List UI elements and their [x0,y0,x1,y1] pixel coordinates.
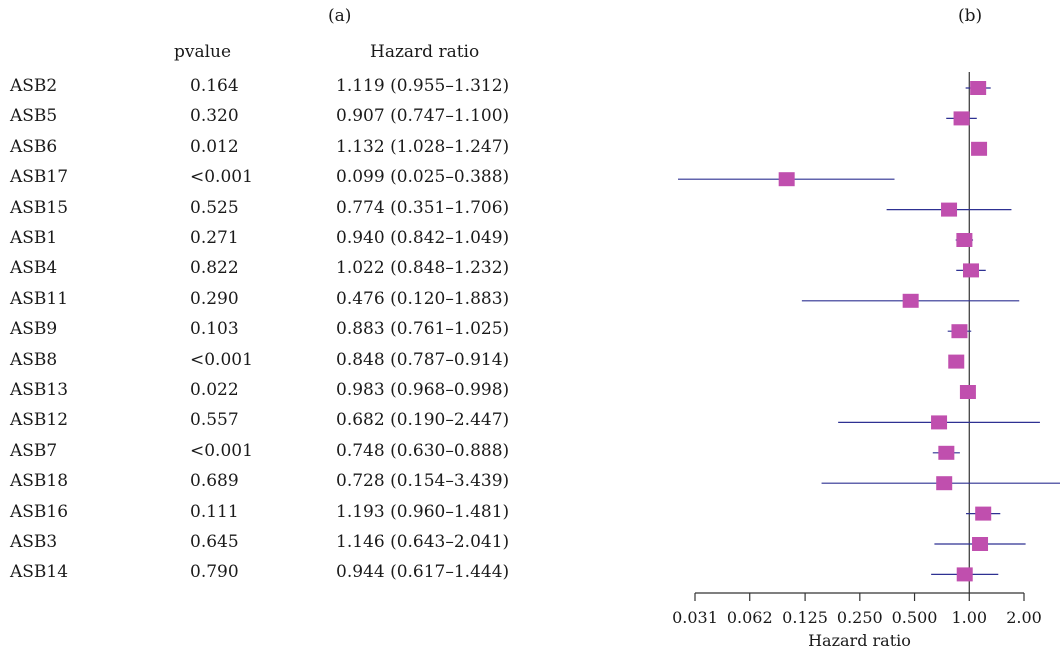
gene-label: ASB17 [10,167,69,188]
hr-point [962,263,979,278]
x-tick-label: 0.125 [782,608,828,627]
x-tick-label: 0.031 [672,608,718,627]
pvalue-cell: 0.022 [190,380,239,400]
panel-label-b: (b) [958,6,983,26]
pvalue-cell: 0.822 [190,258,239,279]
hazard-ratio-cell: 0.099 (0.025–0.388) [336,167,510,188]
x-tick-label: 0.250 [837,608,883,627]
table-row: ASB5 0.320 0.907 (0.747–1.100) [0,106,560,136]
hazard-ratio-cell: 0.774 (0.351–1.706) [336,197,510,218]
hazard-ratio-cell: 0.848 (0.787–0.914) [336,349,510,370]
table-row: ASB4 0.822 1.022 (0.848–1.232) [0,258,560,288]
hr-point [948,354,965,369]
gene-label: ASB4 [10,258,58,279]
hr-point [959,385,976,399]
gene-label: ASB1 [10,228,58,248]
pvalue-cell: <0.001 [190,349,253,370]
gene-label: ASB14 [10,562,69,583]
hr-point [936,476,953,491]
table-row: ASB14 0.790 0.944 (0.617–1.444) [0,562,560,592]
hazard-ratio-cell: 0.728 (0.154–3.439) [336,471,510,492]
pvalue-cell: <0.001 [190,167,253,188]
table-row: ASB15 0.525 0.774 (0.351–1.706) [0,198,560,228]
table-row: ASB12 0.557 0.682 (0.190–2.447) [0,410,560,440]
hr-point [778,172,795,187]
gene-label: ASB2 [10,76,58,96]
gene-label: ASB11 [10,288,69,309]
hr-point [902,293,919,308]
hr-point [938,445,955,460]
pvalue-cell: <0.001 [190,440,253,461]
pvalue-cell: 0.525 [190,197,239,218]
pvalue-header: pvalue [174,42,232,62]
pvalue-cell: 0.320 [190,106,239,127]
hr-point [931,415,948,430]
hazard-ratio-cell: 0.907 (0.747–1.100) [336,106,510,127]
hr-point [953,111,970,126]
gene-label: ASB7 [10,440,58,461]
hr-point [971,141,988,156]
x-tick-label: 2.00 [1006,608,1042,627]
gene-label: ASB6 [10,136,58,157]
gene-label: ASB3 [10,532,58,552]
table-row: ASB13 0.022 0.983 (0.968–0.998) [0,380,560,410]
table-row: ASB2 0.164 1.119 (0.955–1.312) [0,76,560,106]
gene-label: ASB9 [10,319,58,340]
gene-label: ASB13 [10,380,69,400]
hazard-ratio-cell: 1.146 (0.643–2.041) [336,532,510,552]
panel-label-a: (a) [328,6,352,26]
hazard-ratio-header: Hazard ratio [370,42,480,62]
x-tick-label: 1.00 [951,608,987,627]
hr-point [951,324,968,339]
x-tick-label: 0.062 [727,608,773,627]
table-row: ASB16 0.111 1.193 (0.960–1.481) [0,502,560,532]
table-row: ASB18 0.689 0.728 (0.154–3.439) [0,471,560,501]
table-row: ASB1 0.271 0.940 (0.842–1.049) [0,228,560,258]
hazard-ratio-cell: 0.983 (0.968–0.998) [336,380,510,400]
pvalue-cell: 0.557 [190,410,239,431]
table-row: ASB8 <0.001 0.848 (0.787–0.914) [0,350,560,380]
table-row: ASB7 <0.001 0.748 (0.630–0.888) [0,441,560,471]
hazard-ratio-cell: 1.022 (0.848–1.232) [336,258,510,279]
hazard-ratio-cell: 0.940 (0.842–1.049) [336,228,510,248]
hazard-table: pvalue Hazard ratio ASB2 0.164 1.119 (0.95… [0,42,560,592]
pvalue-cell: 0.689 [190,471,239,492]
gene-label: ASB5 [10,106,58,127]
hazard-ratio-cell: 1.119 (0.955–1.312) [336,76,510,96]
hr-point [956,233,973,247]
pvalue-cell: 0.164 [190,76,239,96]
hazard-ratio-cell: 0.748 (0.630–0.888) [336,440,510,461]
gene-label: ASB8 [10,349,58,370]
x-tick-label: 0.500 [892,608,938,627]
pvalue-cell: 0.271 [190,228,239,248]
hazard-ratio-cell: 1.132 (1.028–1.247) [336,136,510,157]
hazard-ratio-cell: 0.944 (0.617–1.444) [336,562,510,583]
pvalue-cell: 0.790 [190,562,239,583]
hr-point [941,202,958,217]
pvalue-cell: 0.111 [190,501,239,522]
gene-label: ASB15 [10,197,69,218]
gene-label: ASB16 [10,501,69,522]
pvalue-cell: 0.012 [190,136,239,157]
hr-point [975,506,992,521]
x-axis-label: Hazard ratio [808,631,911,650]
hazard-ratio-cell: 0.476 (0.120–1.883) [336,288,510,309]
hr-point [970,81,987,95]
gene-label: ASB18 [10,471,69,492]
table-row: ASB17 <0.001 0.099 (0.025–0.388) [0,167,560,197]
gene-label: ASB12 [10,410,69,431]
table-row: ASB11 0.290 0.476 (0.120–1.883) [0,289,560,319]
hr-point [972,537,989,551]
pvalue-cell: 0.290 [190,288,239,309]
table-row: ASB6 0.012 1.132 (1.028–1.247) [0,137,560,167]
table-row: ASB3 0.645 1.146 (0.643–2.041) [0,532,560,562]
hazard-ratio-cell: 0.883 (0.761–1.025) [336,319,510,340]
hazard-ratio-cell: 0.682 (0.190–2.447) [336,410,510,431]
pvalue-cell: 0.645 [190,532,239,552]
pvalue-cell: 0.103 [190,319,239,340]
table-row: ASB9 0.103 0.883 (0.761–1.025) [0,319,560,349]
hazard-ratio-cell: 1.193 (0.960–1.481) [336,501,510,522]
hr-point [956,567,973,582]
